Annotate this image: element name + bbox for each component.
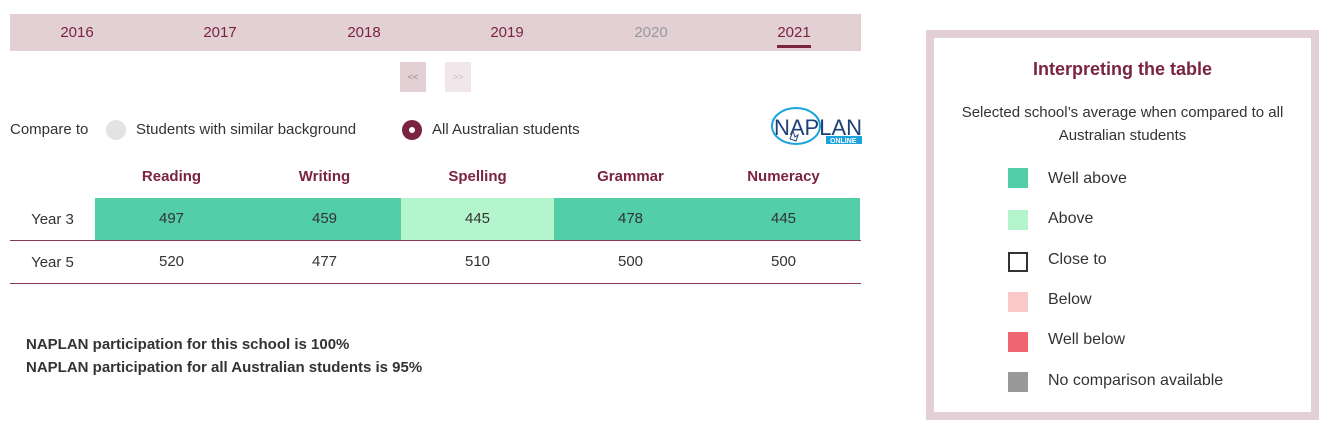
participation-all-australian: NAPLAN participation for all Australian …: [26, 359, 423, 376]
logo-text: NAPLAN: [774, 115, 862, 140]
compare-to-label: Compare to: [10, 121, 89, 138]
row-divider: [10, 240, 861, 241]
legend-description: Selected school’s average when compared …: [961, 104, 1284, 144]
row-label-year-3: Year 3: [31, 211, 74, 228]
legend-swatch-no-comparison: [1008, 372, 1028, 392]
tab-label: 2020: [634, 24, 668, 41]
column-header-writing: Writing: [298, 168, 351, 185]
tab-year-2017[interactable]: 2017: [165, 14, 275, 51]
column-header-grammar: Grammar: [597, 168, 664, 185]
legend-swatch-below: [1008, 292, 1028, 312]
column-header-spelling: Spelling: [448, 168, 507, 185]
radio-selected-dot: [409, 127, 415, 133]
score-cell: 477: [311, 253, 338, 270]
radio-label-similar-background[interactable]: Students with similar background: [136, 121, 357, 138]
radio-all-australian[interactable]: [402, 120, 422, 140]
tab-year-2020: 2020: [596, 14, 706, 51]
tab-year-2021[interactable]: 2021: [739, 14, 849, 51]
score-cell: 497: [95, 198, 248, 240]
previous-years-button[interactable]: <<: [400, 62, 426, 92]
tab-label: 2021: [777, 24, 811, 48]
legend-panel: [934, 38, 1311, 412]
column-header-reading: Reading: [141, 168, 202, 185]
logo-subtext: ONLINE: [830, 138, 857, 145]
radio-similar-background[interactable]: [106, 120, 126, 140]
score-cell: 478: [554, 198, 707, 240]
legend-label-above: Above: [1048, 210, 1094, 227]
score-cell: 459: [248, 198, 401, 240]
tab-year-2016[interactable]: 2016: [22, 14, 132, 51]
legend-swatch-well-below: [1008, 332, 1028, 352]
score-cell: 445: [401, 198, 554, 240]
legend-label-close-to: Close to: [1048, 251, 1107, 268]
next-years-button: >>: [445, 62, 471, 92]
tab-label: 2017: [203, 24, 237, 41]
score-cell: 510: [464, 253, 491, 270]
legend-swatch-well-above: [1008, 168, 1028, 188]
participation-school: NAPLAN participation for this school is …: [26, 336, 350, 353]
year-tab-bar: 2016 2017 2018 2019 2020 2021: [10, 14, 861, 51]
score-cell: 500: [617, 253, 644, 270]
tab-label: 2019: [490, 24, 524, 41]
naplan-online-logo: NAPLAN ONLINE: [771, 107, 862, 145]
row-divider: [10, 283, 861, 284]
score-cell: 445: [707, 198, 860, 240]
legend-label-below: Below: [1048, 291, 1092, 308]
tab-year-2018[interactable]: 2018: [309, 14, 419, 51]
score-cell: 520: [158, 253, 185, 270]
legend-title: Interpreting the table: [1032, 59, 1212, 79]
score-cell: 500: [770, 253, 797, 270]
legend-label-well-below: Well below: [1048, 331, 1126, 348]
legend-swatch-close-to: [1008, 252, 1028, 272]
tab-label: 2018: [347, 24, 381, 41]
radio-label-all-australian[interactable]: All Australian students: [432, 121, 580, 138]
legend-swatch-above: [1008, 210, 1028, 230]
legend-label-well-above: Well above: [1048, 170, 1127, 187]
legend-label-no-comparison: No comparison available: [1048, 372, 1224, 389]
row-label-year-5: Year 5: [31, 254, 74, 271]
column-header-numeracy: Numeracy: [747, 168, 820, 185]
tab-year-2019[interactable]: 2019: [452, 14, 562, 51]
tab-label: 2016: [60, 24, 94, 41]
